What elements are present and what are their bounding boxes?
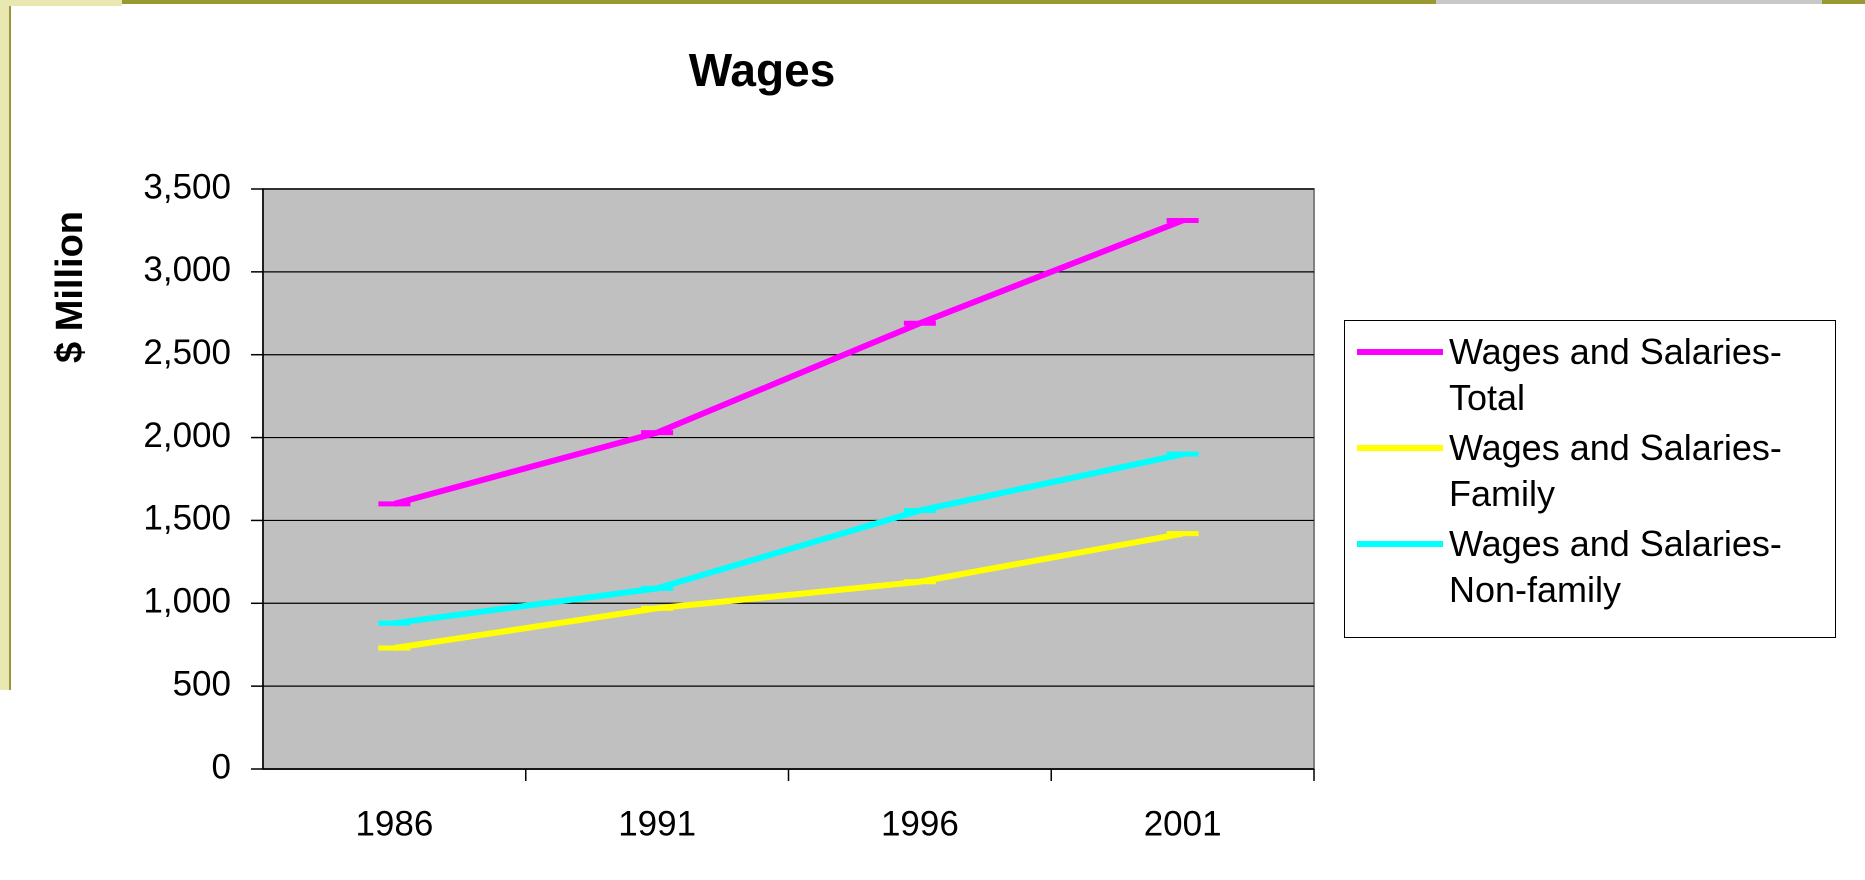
y-tick-label: 1,000 bbox=[143, 582, 231, 621]
y-tick-label: 500 bbox=[173, 664, 231, 703]
plot-area bbox=[262, 188, 1315, 770]
legend-label: Wages and Salaries-Non-family bbox=[1449, 523, 1782, 610]
legend-item: Wages and Salaries-Family bbox=[1357, 425, 1829, 517]
y-axis-label: $ Million bbox=[49, 211, 91, 363]
x-tick-label: 2001 bbox=[1144, 804, 1222, 843]
slide-border bbox=[9, 0, 11, 690]
slide-decoration bbox=[1436, 0, 1822, 4]
slide-border bbox=[0, 0, 1865, 4]
slide-border bbox=[0, 0, 9, 690]
legend-swatch bbox=[1357, 349, 1443, 355]
slide-decoration bbox=[0, 0, 122, 6]
legend-swatch bbox=[1357, 541, 1443, 547]
x-tick-label: 1991 bbox=[618, 804, 696, 843]
legend-label: Wages and Salaries-Total bbox=[1449, 331, 1782, 418]
x-tick-label: 1996 bbox=[881, 804, 959, 843]
legend-swatch bbox=[1357, 445, 1443, 451]
series-line bbox=[393, 217, 1184, 507]
legend-label: Wages and Salaries-Family bbox=[1449, 427, 1782, 514]
chart-title: Wages bbox=[689, 44, 836, 96]
y-tick-label: 3,000 bbox=[143, 250, 231, 289]
legend-item: Wages and Salaries-Non-family bbox=[1357, 521, 1829, 613]
y-tick-label: 1,500 bbox=[143, 499, 231, 538]
y-tick-label: 0 bbox=[212, 747, 231, 786]
series-line bbox=[393, 530, 1184, 651]
y-tick-label: 2,500 bbox=[143, 333, 231, 372]
legend: Wages and Salaries-Total Wages and Salari… bbox=[1344, 320, 1836, 638]
legend-item: Wages and Salaries-Total bbox=[1357, 329, 1829, 421]
y-tick-label: 3,500 bbox=[143, 167, 231, 206]
y-tick-label: 2,000 bbox=[143, 416, 231, 455]
series-line bbox=[393, 451, 1184, 627]
x-tick-label: 1986 bbox=[355, 804, 433, 843]
